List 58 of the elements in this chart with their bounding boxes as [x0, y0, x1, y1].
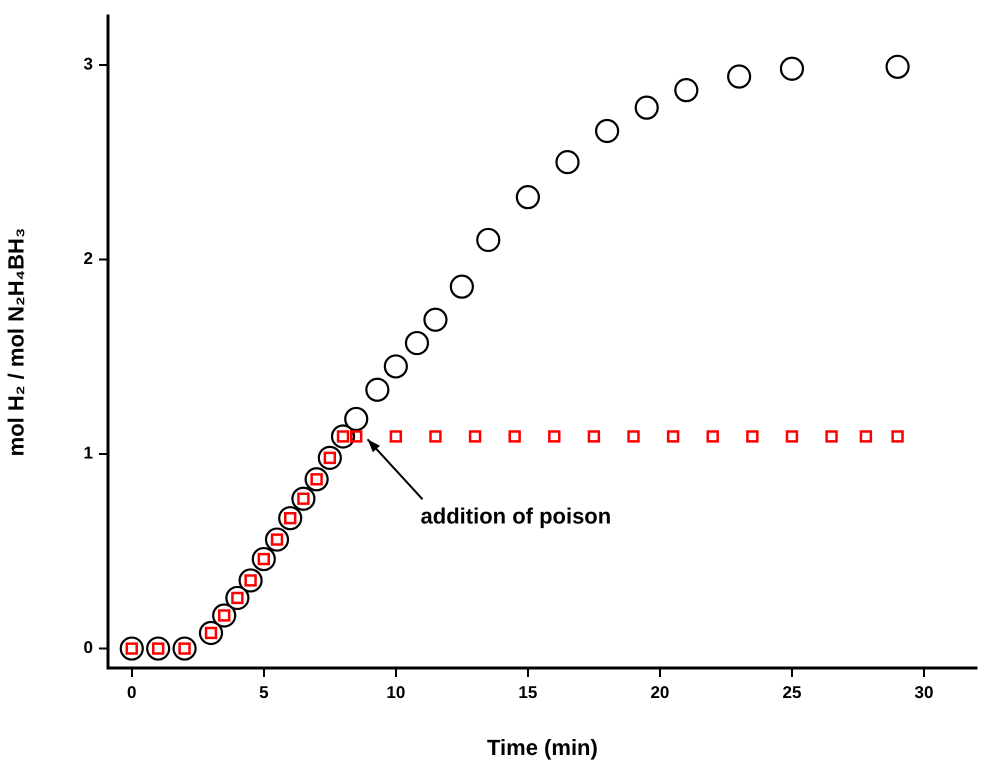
annotation: addition of poison [420, 503, 612, 528]
point [172, 636, 197, 661]
point [627, 430, 640, 443]
point [238, 568, 263, 593]
point [212, 603, 236, 628]
point [390, 430, 402, 443]
x-axis-title: Time (min) [486, 734, 598, 760]
point [304, 467, 329, 492]
point [344, 406, 368, 432]
point [264, 527, 290, 552]
point [885, 54, 910, 79]
x-tick-label: 25 [782, 682, 802, 702]
point [786, 430, 798, 443]
point [891, 430, 904, 443]
point [555, 150, 580, 174]
point [120, 636, 144, 661]
point [291, 486, 316, 511]
point [404, 330, 430, 356]
x-tick-label: 10 [386, 682, 406, 702]
point [634, 96, 659, 120]
x-tick-label: 30 [914, 682, 934, 702]
point [468, 430, 482, 443]
x-tick-label: 0 [127, 682, 136, 702]
point [450, 274, 474, 299]
point [508, 430, 521, 443]
point [384, 354, 408, 379]
point [588, 430, 600, 443]
point [860, 430, 872, 443]
point [252, 546, 276, 572]
point [429, 430, 442, 443]
y-tick-label: 2 [84, 249, 93, 268]
point [746, 430, 759, 443]
point [198, 620, 224, 646]
point [476, 228, 500, 252]
x-tick-label: 20 [650, 682, 670, 702]
point [516, 185, 540, 210]
point [548, 430, 560, 443]
point [674, 78, 698, 102]
point [278, 506, 302, 530]
x-tick-label: 5 [259, 682, 269, 702]
point [350, 430, 362, 443]
point [330, 424, 356, 449]
point [706, 430, 719, 443]
y-tick-label: 0 [84, 638, 93, 658]
point [595, 118, 620, 144]
point [727, 64, 752, 89]
point [666, 430, 680, 443]
point [318, 446, 342, 470]
point [780, 56, 804, 81]
point [365, 378, 390, 402]
y-tick-label: 3 [84, 54, 93, 74]
point [423, 308, 448, 332]
point [146, 636, 170, 661]
y-axis-title: mol H₂ / mol N₂H₄BH₃ [3, 228, 28, 456]
x-tick-label: 15 [518, 682, 538, 702]
point [825, 430, 838, 443]
y-tick-label: 1 [84, 444, 93, 463]
point [225, 586, 250, 610]
